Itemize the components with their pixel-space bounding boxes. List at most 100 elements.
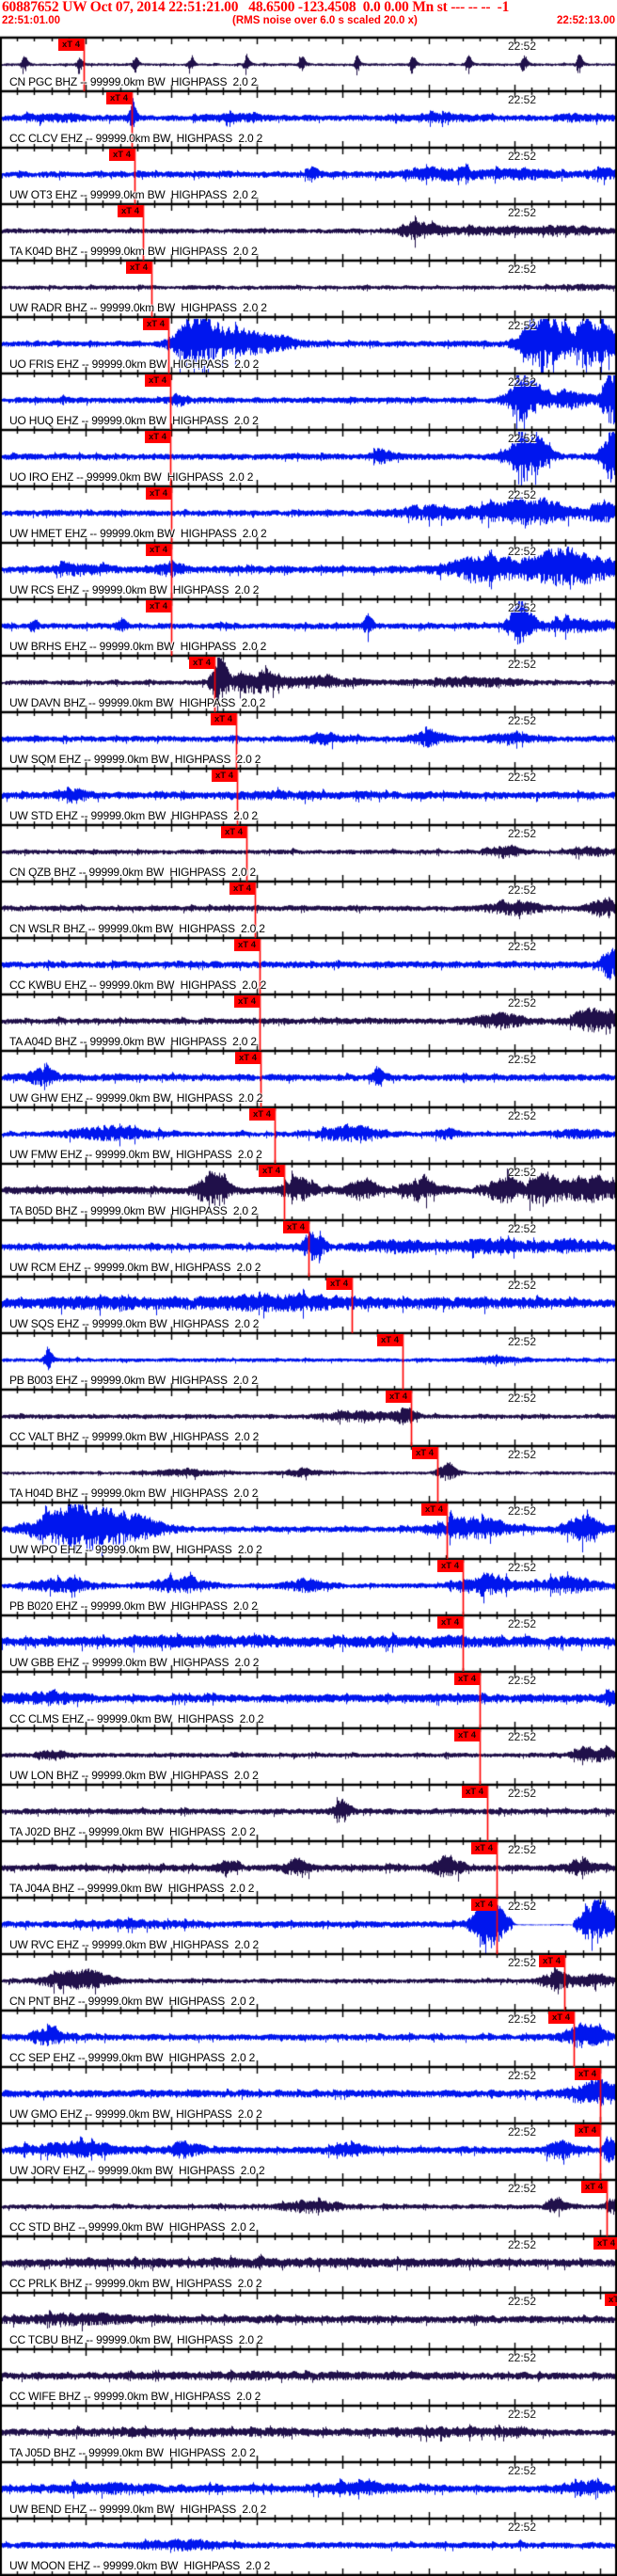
pick-flag[interactable]: xT 4 — [58, 39, 84, 51]
rms-scaling-note: (RMS noise over 6.0 s scaled 20.0 x) — [232, 15, 418, 26]
station-label: CC STD BHZ -- 99999.0km BW HIGHPASS 2.0 … — [9, 2220, 256, 2234]
pick-flag[interactable]: xT 4 — [421, 1503, 447, 1516]
station-label: CC CLCV EHZ -- 99999.0km BW HIGHPASS 2.0… — [9, 132, 263, 145]
pick-flag[interactable]: xT 4 — [212, 770, 237, 782]
minute-label: 22:52 — [508, 1900, 537, 1913]
pick-flag[interactable]: xT 4 — [145, 374, 170, 387]
pick-flag[interactable]: xT 4 — [437, 1560, 463, 1572]
pick-flag[interactable]: xT 4 — [412, 1447, 437, 1459]
pick-flag[interactable]: xT 4 — [106, 92, 132, 104]
pick-flag[interactable]: xT 4 — [548, 2012, 574, 2024]
pick-flag[interactable]: xT 4 — [575, 2124, 600, 2137]
pick-flag[interactable]: xT 4 — [471, 1899, 497, 1911]
station-label: CN PGC BHZ -- 99999.0km BW HIGHPASS 2.0 … — [9, 75, 258, 88]
pick-flag[interactable]: xT 4 — [221, 826, 246, 838]
pick-flag[interactable]: xT 4 — [575, 2068, 600, 2080]
station-label: TA B05D BHZ -- 99999.0km BW HIGHPASS 2.0… — [9, 1204, 258, 1217]
minute-label: 22:52 — [508, 2012, 537, 2026]
pick-flag[interactable]: xT 4 — [326, 1278, 352, 1290]
minute-label: 22:52 — [508, 545, 537, 558]
minute-label: 22:52 — [508, 1448, 537, 1461]
station-label: CC VALT BHZ -- 99999.0km BW HIGHPASS 2.0… — [9, 1430, 260, 1443]
minute-label: 22:52 — [508, 883, 537, 897]
pick-flag[interactable]: xT 4 — [126, 262, 151, 274]
station-label: CC PRLK BHZ -- 99999.0km BW HIGHPASS 2.0… — [9, 2277, 262, 2290]
station-label: CC WIFE BHZ -- 99999.0km BW HIGHPASS 2.0… — [9, 2390, 261, 2403]
pick-flag[interactable]: xT 4 — [146, 600, 171, 612]
minute-label: 22:52 — [508, 714, 537, 727]
pick-flag[interactable]: xT 4 — [283, 1221, 308, 1233]
station-label: UW FMW EHZ -- 99999.0km BW HIGHPASS 2.0 … — [9, 1148, 262, 1161]
station-label: CC KWBU EHZ -- 99999.0km BW HIGHPASS 2.0… — [9, 978, 267, 992]
pick-flag[interactable]: xT 4 — [189, 657, 214, 669]
station-label: TA J04A BHZ -- 99999.0km BW HIGHPASS 2.0… — [9, 1882, 255, 1895]
minute-label: 22:52 — [508, 996, 537, 1010]
station-label: TA J05D BHZ -- 99999.0km BW HIGHPASS 2.0… — [9, 2446, 256, 2459]
time-window-bar: 22:51:01.00 (RMS noise over 6.0 s scaled… — [0, 15, 617, 28]
minute-label: 22:52 — [508, 206, 537, 219]
pick-flag[interactable]: xT 4 — [211, 713, 236, 725]
pick-flag[interactable]: xT 4 — [386, 1391, 411, 1403]
pick-flag[interactable]: xT 4 — [437, 1616, 463, 1629]
minute-label: 22:52 — [508, 1561, 537, 1574]
station-label: UW RCM EHZ -- 99999.0km BW HIGHPASS 2.0 … — [9, 1261, 261, 1274]
station-label: UO HUQ EHZ -- 99999.0km BW HIGHPASS 2.0 … — [9, 414, 259, 427]
minute-label: 22:52 — [508, 1053, 537, 1066]
pick-flag[interactable]: xT 4 — [581, 2181, 607, 2193]
pick-flag[interactable]: xT 4 — [109, 149, 134, 161]
station-label: UW OT3 EHZ -- 99999.0km BW HIGHPASS 2.0 … — [9, 188, 258, 201]
station-label: UO FRIS EHZ -- 99999.0km BW HIGHPASS 2.0… — [9, 358, 260, 371]
pick-flag[interactable]: xT 4 — [145, 431, 170, 443]
station-label: UW BEND EHZ -- 99999.0km BW HIGHPASS 2.0… — [9, 2503, 267, 2516]
minute-label: 22:52 — [508, 827, 537, 840]
pick-flag[interactable]: xT 4 — [593, 2237, 617, 2250]
minute-label: 22:52 — [508, 93, 537, 106]
station-label: UW GBB EHZ -- 99999.0km BW HIGHPASS 2.0 … — [9, 1656, 260, 1669]
station-label: UW WPO EHZ -- 99999.0km BW HIGHPASS 2.0 … — [9, 1543, 262, 1556]
minute-label: 22:52 — [508, 940, 537, 953]
pick-flag[interactable]: xT 4 — [143, 318, 168, 330]
pick-flag[interactable]: xT 4 — [471, 1842, 497, 1854]
station-label: UW HMET EHZ -- 99999.0km BW HIGHPASS 2.0… — [9, 527, 267, 540]
pick-flag[interactable]: xT 4 — [377, 1334, 403, 1346]
minute-label: 22:52 — [508, 1504, 537, 1518]
minute-label: 22:52 — [508, 40, 537, 53]
station-label: UW SQM EHZ -- 99999.0km BW HIGHPASS 2.0 … — [9, 753, 261, 766]
pick-flag[interactable]: xT 4 — [259, 1165, 284, 1177]
minute-label: 22:52 — [508, 1222, 537, 1235]
station-label: PB B003 EHZ -- 99999.0km BW HIGHPASS 2.0… — [9, 1374, 258, 1387]
pick-flag[interactable]: xT 4 — [462, 1786, 487, 1798]
station-label: CN PNT BHZ -- 99999.0km BW HIGHPASS 2.0 … — [9, 1995, 256, 2008]
pick-flag[interactable]: xT 4 — [146, 544, 171, 556]
station-label: UO IRO EHZ -- 99999.0km BW HIGHPASS 2.0 … — [9, 470, 254, 484]
minute-label: 22:52 — [508, 771, 537, 784]
station-label: UW MOON EHZ -- 99999.0km BW HIGHPASS 2.0… — [9, 2559, 271, 2572]
pick-flag[interactable]: xT 4 — [234, 939, 260, 951]
pick-flag[interactable]: xT 4 — [249, 1108, 275, 1121]
minute-label: 22:52 — [508, 2351, 537, 2364]
pick-flag[interactable]: xT 4 — [234, 995, 260, 1008]
minute-label: 22:52 — [508, 1391, 537, 1405]
window-start-time: 22:51:01.00 — [2, 15, 61, 26]
minute-label: 22:52 — [508, 2295, 537, 2308]
pick-flag[interactable]: xT 4 — [605, 2294, 617, 2306]
pick-flag[interactable]: xT 4 — [454, 1673, 480, 1685]
minute-label: 22:52 — [508, 658, 537, 671]
minute-label: 22:52 — [508, 2069, 537, 2082]
minute-label: 22:52 — [508, 2182, 537, 2195]
pick-flag[interactable]: xT 4 — [146, 487, 171, 500]
pick-flag[interactable]: xT 4 — [229, 883, 255, 895]
minute-label: 22:52 — [508, 319, 537, 332]
minute-label: 22:52 — [508, 150, 537, 163]
minute-label: 22:52 — [508, 1787, 537, 1800]
minute-label: 22:52 — [508, 375, 537, 389]
station-label: UW GHW EHZ -- 99999.0km BW HIGHPASS 2.0 … — [9, 1091, 263, 1105]
minute-label: 22:52 — [508, 1956, 537, 1969]
pick-flag[interactable]: xT 4 — [235, 1052, 261, 1064]
pick-flag[interactable]: xT 4 — [539, 1955, 564, 1967]
pick-flag[interactable]: xT 4 — [118, 205, 143, 217]
minute-label: 22:52 — [508, 601, 537, 614]
pick-flag[interactable]: xT 4 — [454, 1729, 480, 1741]
